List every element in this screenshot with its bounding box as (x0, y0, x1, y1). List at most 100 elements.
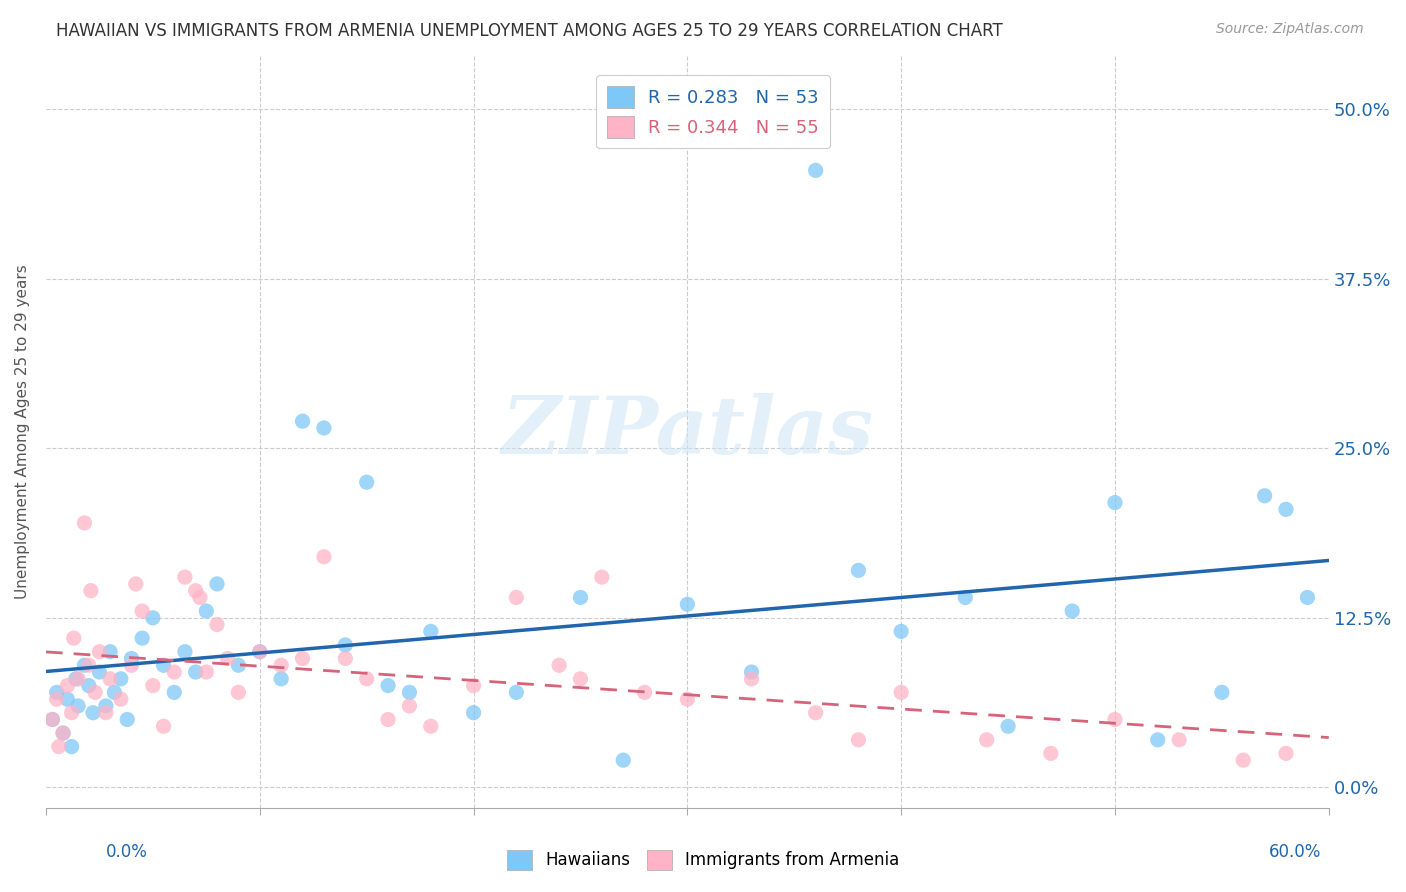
Point (676, 692, 699, 706)
Point (419, 624, 441, 639)
Point (131, 631, 153, 645)
Point (676, 597, 699, 611)
Point (125, 577, 148, 591)
Point (890, 624, 912, 639)
Point (505, 685, 527, 699)
Y-axis label: Unemployment Among Ages 25 to 29 years: Unemployment Among Ages 25 to 29 years (15, 264, 30, 599)
Point (163, 685, 186, 699)
Text: Source: ZipAtlas.com: Source: ZipAtlas.com (1216, 22, 1364, 37)
Point (110, 692, 132, 706)
Point (65, 672, 87, 686)
Point (188, 591, 211, 605)
Text: HAWAIIAN VS IMMIGRANTS FROM ARMENIA UNEMPLOYMENT AMONG AGES 25 TO 29 YEARS CORRE: HAWAIIAN VS IMMIGRANTS FROM ARMENIA UNEM… (56, 22, 1002, 40)
Point (741, 672, 763, 686)
Point (228, 685, 250, 699)
Point (312, 421, 335, 435)
Point (94, 706, 117, 720)
Point (291, 651, 314, 665)
Point (1296, 591, 1319, 605)
Point (121, 651, 143, 665)
Point (41, 713, 63, 727)
Point (463, 679, 485, 693)
Point (56, 692, 79, 706)
Point (174, 645, 197, 659)
Point (548, 658, 571, 673)
Point (52, 726, 75, 740)
Point (52, 726, 75, 740)
Point (56, 679, 79, 693)
Point (463, 706, 485, 720)
Point (1232, 753, 1254, 767)
Point (249, 645, 271, 659)
Point (110, 672, 132, 686)
Point (1039, 747, 1062, 761)
Point (98, 645, 121, 659)
Point (312, 549, 335, 564)
Point (270, 672, 292, 686)
Point (41, 713, 63, 727)
Point (291, 414, 314, 428)
Point (270, 658, 292, 673)
Point (633, 685, 655, 699)
Point (612, 753, 634, 767)
Point (80, 583, 103, 598)
Point (60, 706, 83, 720)
Point (890, 685, 912, 699)
Point (115, 713, 138, 727)
Point (569, 591, 592, 605)
Point (955, 591, 977, 605)
Point (335, 651, 357, 665)
Point (377, 713, 399, 727)
Point (205, 617, 228, 632)
Point (89, 645, 111, 659)
Point (142, 679, 165, 693)
Point (89, 665, 111, 679)
Point (84, 685, 107, 699)
Point (804, 706, 827, 720)
Point (131, 604, 153, 618)
Text: ZIPatlas: ZIPatlas (502, 392, 873, 470)
Point (398, 698, 420, 713)
Point (142, 611, 165, 625)
Legend: Hawaiians, Immigrants from Armenia: Hawaiians, Immigrants from Armenia (501, 843, 905, 877)
Point (848, 732, 870, 747)
Point (1062, 604, 1084, 618)
Point (77, 679, 100, 693)
Point (103, 685, 125, 699)
Point (48, 739, 70, 754)
Point (77, 658, 100, 673)
Point (60, 739, 83, 754)
Point (1211, 685, 1233, 699)
Point (1275, 747, 1298, 761)
Legend: R = 0.283   N = 53, R = 0.344   N = 55: R = 0.283 N = 53, R = 0.344 N = 55 (596, 76, 830, 148)
Point (152, 719, 174, 733)
Point (45, 692, 67, 706)
Point (1275, 502, 1298, 516)
Point (398, 685, 420, 699)
Point (174, 570, 197, 584)
Point (997, 719, 1019, 733)
Point (228, 658, 250, 673)
Point (152, 658, 174, 673)
Point (377, 679, 399, 693)
Point (195, 665, 218, 679)
Text: 0.0%: 0.0% (105, 843, 148, 861)
Point (205, 577, 228, 591)
Text: 60.0%: 60.0% (1270, 843, 1322, 861)
Point (1168, 732, 1191, 747)
Point (121, 658, 143, 673)
Point (1104, 713, 1126, 727)
Point (356, 475, 378, 490)
Point (67, 672, 90, 686)
Point (67, 698, 90, 713)
Point (848, 563, 870, 577)
Point (741, 665, 763, 679)
Point (505, 591, 527, 605)
Point (73, 658, 96, 673)
Point (98, 672, 121, 686)
Point (804, 163, 827, 178)
Point (184, 665, 207, 679)
Point (73, 516, 96, 530)
Point (82, 706, 104, 720)
Point (569, 672, 592, 686)
